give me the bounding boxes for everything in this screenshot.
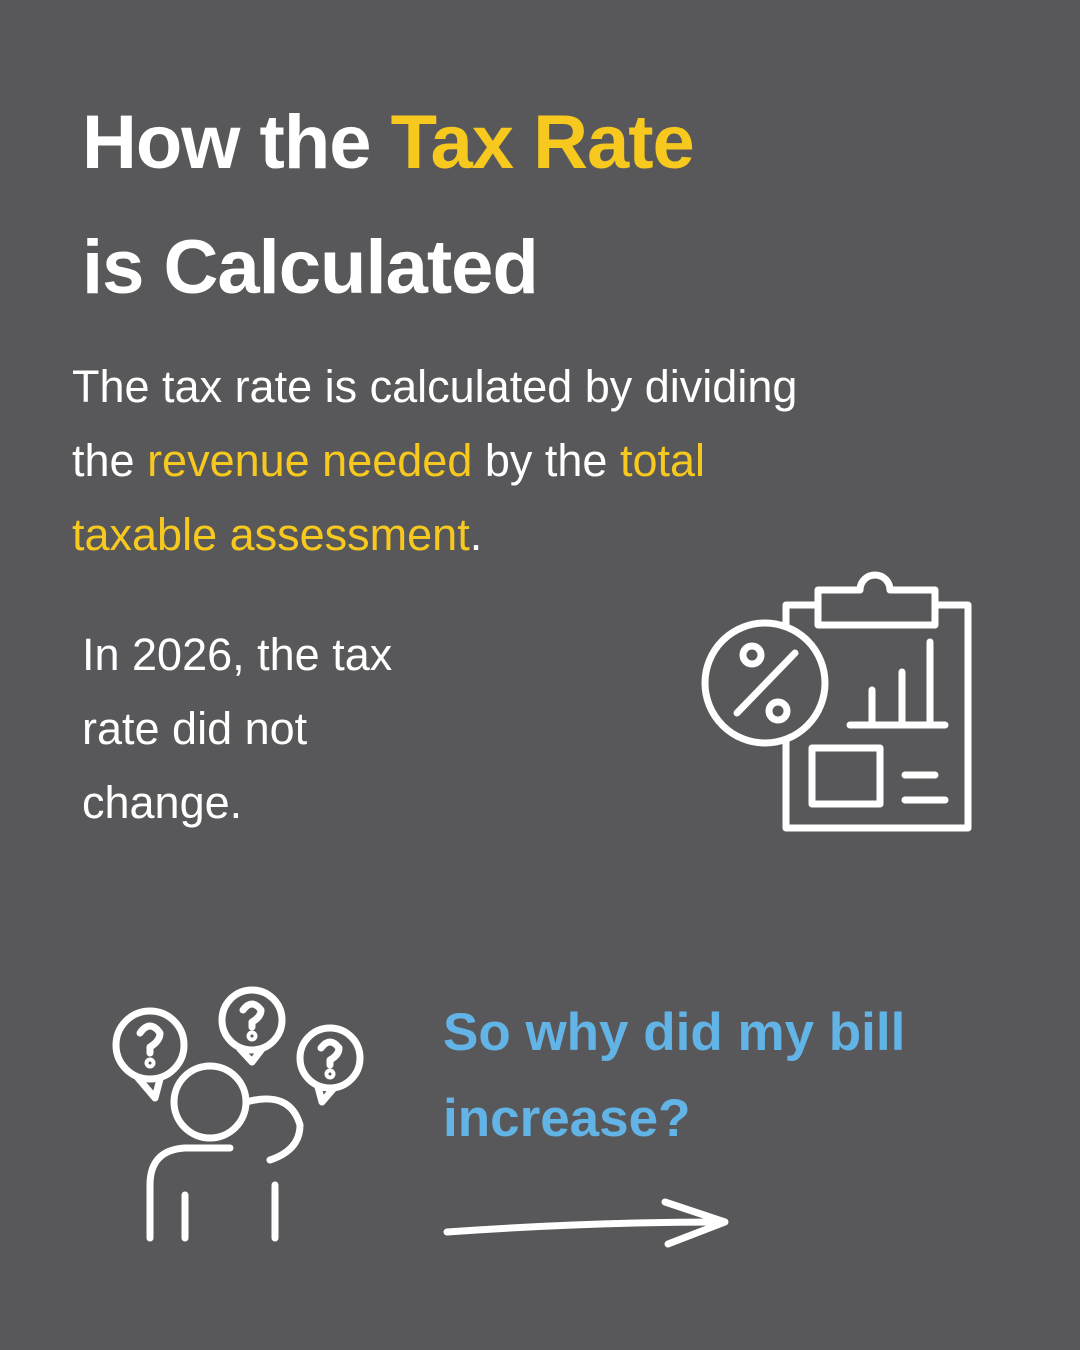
text-run: by the [472,435,620,486]
highlight-text: Tax Rate [390,100,695,185]
clipboard-icon [701,571,972,832]
text-line: So why did my bill [443,1003,906,1062]
text-line: How the Tax Rate [82,80,695,205]
text-run: the [72,435,148,486]
highlight-text: revenue needed [147,435,473,486]
question-text: So why did my bill increase? [443,990,905,1162]
text-line: In 2026, the tax [82,629,393,680]
person-icon [112,986,364,1242]
text-run: How the [82,100,391,185]
intro-text: The tax rate is calculated by dividing th… [72,350,797,572]
title: How the Tax Rate is Calculated [82,80,695,330]
text-line: The tax rate is calculated by dividing [72,350,797,424]
text-run: The tax rate is calculated by dividing [72,361,798,412]
text-run: is Calculated [82,225,539,310]
text-line: increase? [443,1089,691,1148]
text-line: taxable assessment. [72,498,797,572]
text-run: . [469,509,483,560]
text-line: rate did not [82,703,308,754]
note-text: In 2026, the tax rate did not change. [82,618,392,840]
arrow [443,1198,729,1248]
highlight-text: total [619,435,706,486]
text-line: change. [82,777,243,828]
text-line: the revenue needed by the total [72,424,797,498]
text-line: is Calculated [82,205,694,330]
highlight-text: taxable assessment [72,509,470,560]
